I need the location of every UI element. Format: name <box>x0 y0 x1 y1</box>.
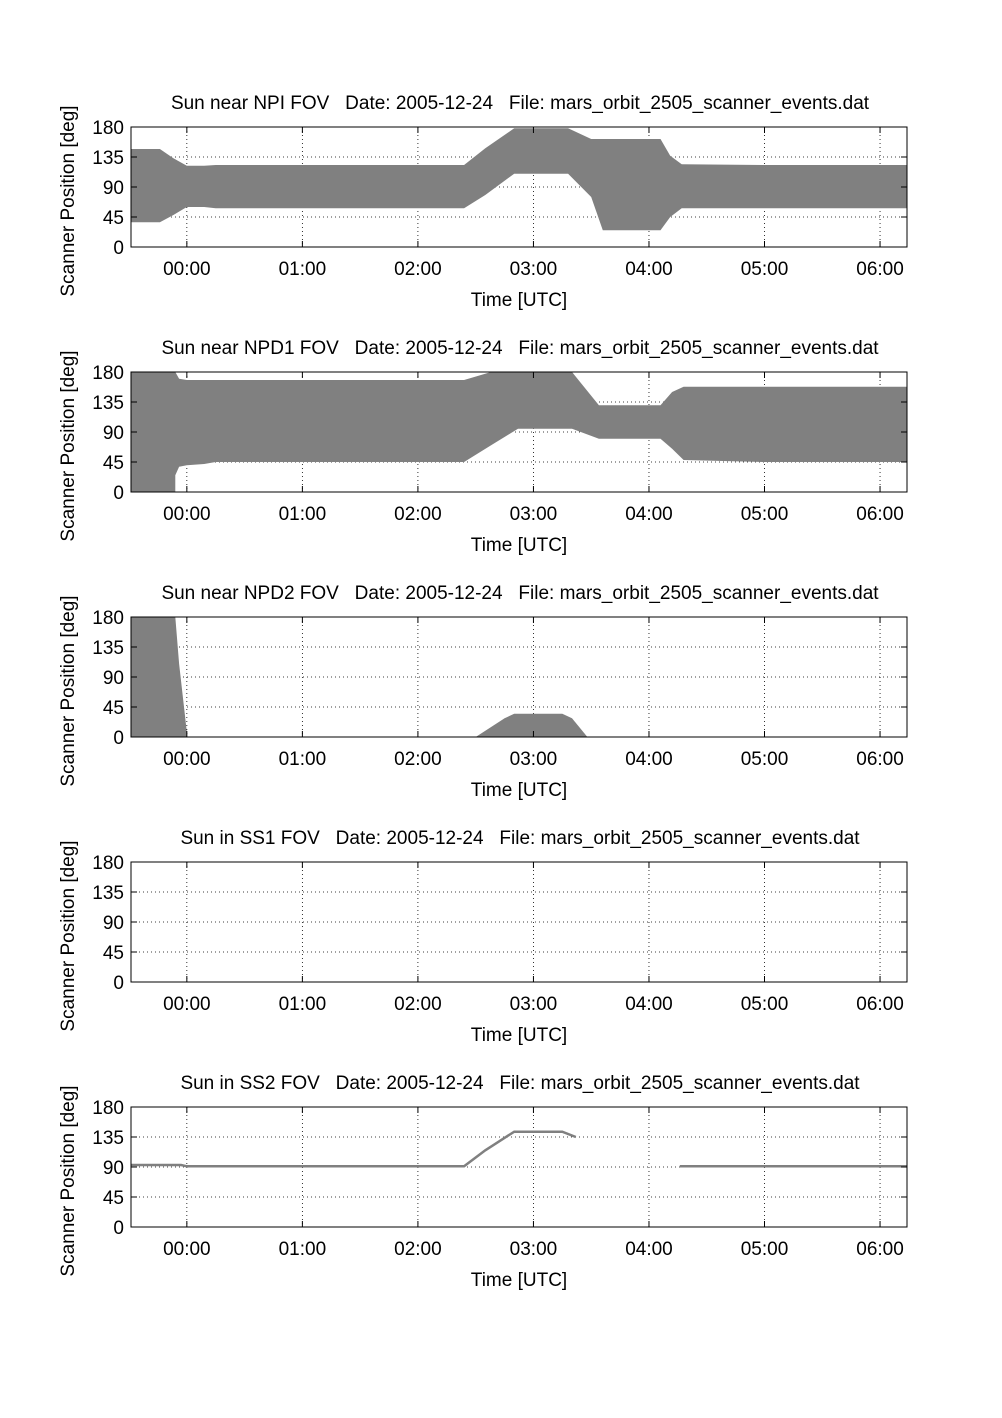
x-tick-label: 03:00 <box>510 259 558 280</box>
y-tick-label: 45 <box>103 943 124 964</box>
y-tick-label: 90 <box>103 178 124 199</box>
x-tick-label: 02:00 <box>394 259 442 280</box>
y-axis-label: Scanner Position [deg] <box>58 840 79 1031</box>
x-tick-label: 05:00 <box>741 259 789 280</box>
band-2 <box>475 713 588 737</box>
x-tick-label: 01:00 <box>279 259 327 280</box>
x-tick-label: 01:00 <box>279 1239 327 1260</box>
panel-1: 00:00 01:00 02:00 03:00 04:00 05:00 06:00 0 45 90… <box>58 93 908 311</box>
x-tick-label: 05:00 <box>741 1239 789 1260</box>
y-tick-label: 0 <box>113 238 124 259</box>
y-tick-label: 90 <box>103 668 124 689</box>
x-tick-label: 01:00 <box>279 994 327 1015</box>
panel-3: 00:00 01:00 02:00 03:00 04:00 05:00 06:00 0 45 90… <box>58 583 908 801</box>
y-tick-label: 0 <box>113 973 124 994</box>
y-tick-label: 90 <box>103 423 124 444</box>
y-tick-label: 180 <box>92 1098 124 1119</box>
x-tick-label: 06:00 <box>856 504 904 525</box>
x-tick-label: 05:00 <box>741 994 789 1015</box>
x-tick-label: 06:00 <box>856 1239 904 1260</box>
y-axis-label: Scanner Position [deg] <box>58 595 79 786</box>
x-tick-label: 04:00 <box>625 994 673 1015</box>
y-tick-label: 135 <box>92 638 124 659</box>
y-tick-label: 180 <box>92 363 124 384</box>
y-tick-label: 135 <box>92 1128 124 1149</box>
x-axis-label: Time [UTC] <box>471 1025 567 1046</box>
y-tick-label: 45 <box>103 208 124 229</box>
x-tick-label: 04:00 <box>625 259 673 280</box>
y-tick-label: 90 <box>103 913 124 934</box>
y-axis-label: Scanner Position [deg] <box>58 350 79 541</box>
x-axis-label: Time [UTC] <box>471 290 567 311</box>
y-axis-label: Scanner Position [deg] <box>58 105 79 296</box>
x-tick-label: 03:00 <box>510 994 558 1015</box>
chart-title: Sun in SS2 FOV Date: 2005-12-24 File: ma… <box>180 1073 860 1094</box>
y-tick-label: 135 <box>92 393 124 414</box>
x-tick-label: 02:00 <box>394 749 442 770</box>
x-tick-label: 03:00 <box>510 1239 558 1260</box>
x-tick-label: 00:00 <box>163 259 211 280</box>
x-tick-label: 06:00 <box>856 259 904 280</box>
y-axis-label: Scanner Position [deg] <box>58 1085 79 1276</box>
x-tick-label: 05:00 <box>741 504 789 525</box>
y-tick-label: 45 <box>103 698 124 719</box>
x-tick-label: 02:00 <box>394 994 442 1015</box>
x-tick-label: 04:00 <box>625 1239 673 1260</box>
chart-title: Sun in SS1 FOV Date: 2005-12-24 File: ma… <box>180 828 860 849</box>
x-tick-label: 02:00 <box>394 504 442 525</box>
panel-2: 00:00 01:00 02:00 03:00 04:00 05:00 06:00 0 45 90… <box>58 338 908 556</box>
x-axis-label: Time [UTC] <box>471 535 567 556</box>
band-1 <box>131 617 187 737</box>
x-tick-label: 04:00 <box>625 749 673 770</box>
x-tick-label: 06:00 <box>856 994 904 1015</box>
y-tick-label: 90 <box>103 1158 124 1179</box>
y-tick-label: 180 <box>92 853 124 874</box>
y-tick-label: 180 <box>92 118 124 139</box>
x-tick-label: 02:00 <box>394 1239 442 1260</box>
x-axis-label: Time [UTC] <box>471 1270 567 1291</box>
chart-title: Sun near NPI FOV Date: 2005-12-24 File: … <box>171 93 870 114</box>
x-tick-label: 01:00 <box>279 504 327 525</box>
chart-title: Sun near NPD2 FOV Date: 2005-12-24 File:… <box>161 583 879 604</box>
band-1 <box>131 128 907 231</box>
chart-title: Sun near NPD1 FOV Date: 2005-12-24 File:… <box>161 338 879 359</box>
x-tick-label: 05:00 <box>741 749 789 770</box>
y-tick-label: 135 <box>92 148 124 169</box>
y-tick-label: 180 <box>92 608 124 629</box>
y-tick-label: 0 <box>113 483 124 504</box>
x-tick-label: 06:00 <box>856 749 904 770</box>
line-series-1 <box>131 1130 577 1168</box>
y-tick-label: 0 <box>113 728 124 749</box>
x-tick-label: 03:00 <box>510 749 558 770</box>
y-tick-label: 135 <box>92 883 124 904</box>
x-tick-label: 00:00 <box>163 994 211 1015</box>
panel-4: 00:00 01:00 02:00 03:00 04:00 05:00 06:00 0 45 90… <box>58 828 908 1046</box>
band-1 <box>131 372 907 492</box>
y-tick-label: 45 <box>103 1188 124 1209</box>
x-tick-label: 00:00 <box>163 749 211 770</box>
x-tick-label: 00:00 <box>163 1239 211 1260</box>
x-tick-label: 01:00 <box>279 749 327 770</box>
y-tick-label: 45 <box>103 453 124 474</box>
y-tick-label: 0 <box>113 1218 124 1239</box>
x-tick-label: 00:00 <box>163 504 211 525</box>
x-axis-label: Time [UTC] <box>471 780 567 801</box>
x-tick-label: 03:00 <box>510 504 558 525</box>
x-tick-label: 04:00 <box>625 504 673 525</box>
panel-5: 00:00 01:00 02:00 03:00 04:00 05:00 06:00 0 45 90… <box>58 1073 908 1291</box>
